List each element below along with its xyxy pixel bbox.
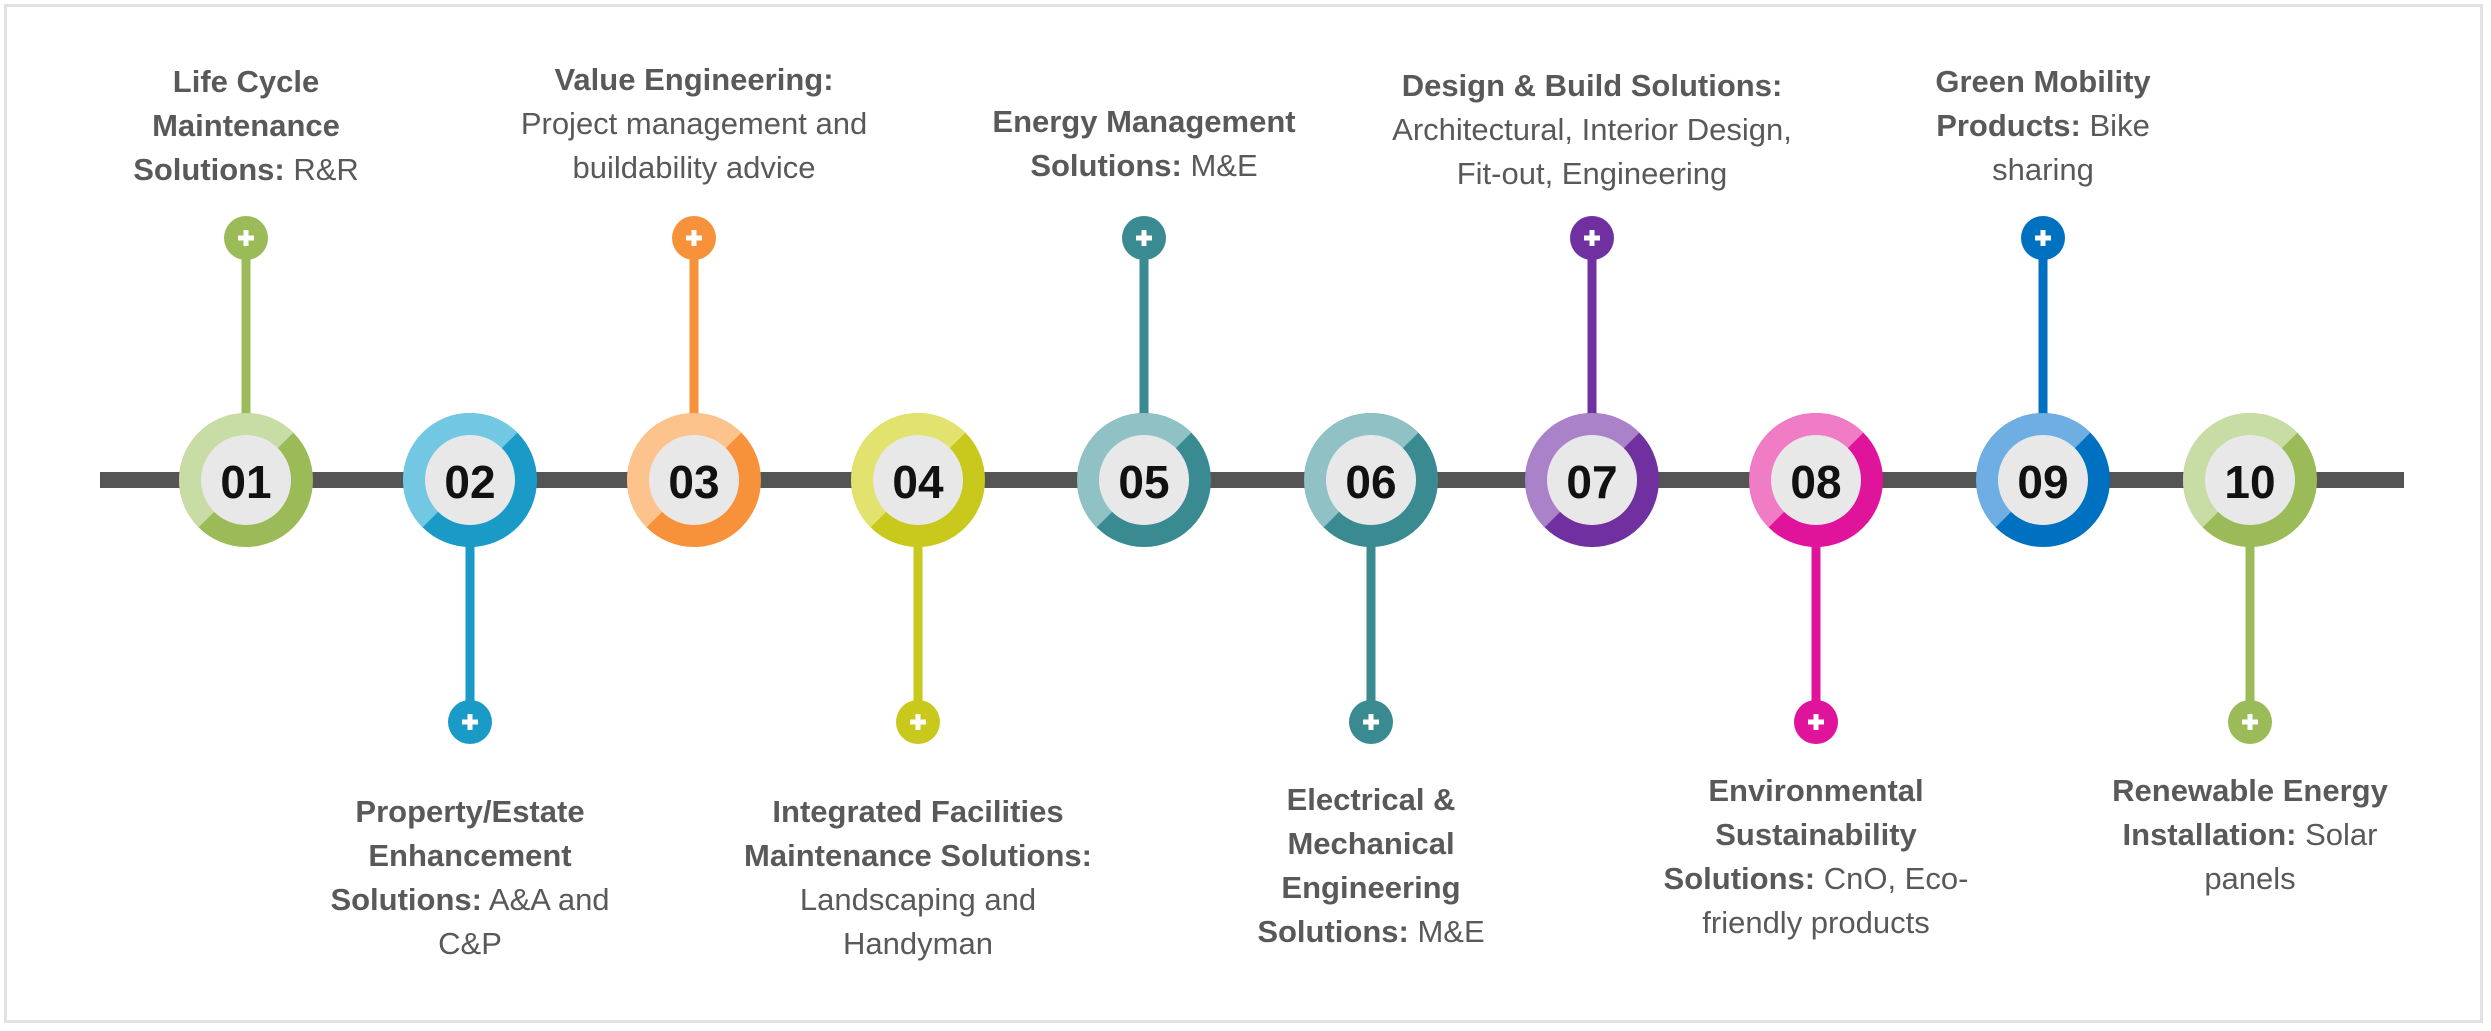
step-text: Solar panels [2204,817,2378,896]
step-title: Value Engineering: [554,62,834,97]
step-title: Design & Build Solutions: [1401,68,1783,103]
step-text: A&A and C&P [438,882,610,961]
plus-icon [238,230,254,246]
step-title: Electrical & Mechanical Engineering Solu… [1257,782,1461,949]
step-text: CnO, Eco-friendly products [1702,861,1969,940]
circle-inner [1326,435,1416,525]
step-title: Environmental Sustainability Solutions: [1663,773,1924,896]
circle-inner [873,435,963,525]
step-text: M&E [1190,148,1258,183]
step-text: R&R [293,152,359,187]
step-number: 01 [220,456,271,508]
step-description: Electrical & Mechanical Engineering Solu… [1246,778,1496,954]
step-description: Value Engineering: Project management an… [514,58,874,190]
circle-inner [201,435,291,525]
plus-icon [1584,230,1600,246]
plus-icon [1808,714,1824,730]
step-number: 02 [444,456,495,508]
step-number: 03 [668,456,719,508]
circle-inner [2205,435,2295,525]
step-description: Life Cycle Maintenance Solutions: R&R [121,60,371,192]
step-title: Life Cycle Maintenance Solutions: [133,64,340,187]
circle-inner [1771,435,1861,525]
step-number: 09 [2017,456,2068,508]
step-title: Integrated Facilities Maintenance Soluti… [744,794,1092,873]
plus-icon [2035,230,2051,246]
step-description: Green Mobility Products: Bike sharing [1918,60,2168,192]
step-number: 10 [2224,456,2275,508]
step-number: 06 [1345,456,1396,508]
step-number: 08 [1790,456,1841,508]
step-text: Architectural, Interior Design, Fit-out,… [1392,112,1792,191]
frame [4,4,2483,1023]
circle-inner [649,435,739,525]
step-text: Bike sharing [1992,108,2150,187]
step-number: 04 [892,456,944,508]
step-description: Energy Management Solutions: M&E [974,100,1314,188]
step-description: Renewable Energy Installation: Solar pan… [2100,769,2400,901]
step-text: Landscaping and Handyman [799,882,1037,961]
circle-inner [1547,435,1637,525]
step-description: Environmental Sustainability Solutions: … [1651,769,1981,945]
step-title: Renewable Energy Installation: [2112,773,2388,852]
plus-icon [462,714,478,730]
circle-inner [1998,435,2088,525]
plus-icon [686,230,702,246]
circle-inner [1099,435,1189,525]
step-text: Project management and buildability advi… [520,106,868,185]
plus-icon [2242,714,2258,730]
step-title: Energy Management Solutions: [992,104,1296,183]
step-description: Property/Estate Enhancement Solutions: A… [310,790,630,966]
step-title: Green Mobility Products: [1935,64,2151,143]
plus-icon [910,714,926,730]
step-title: Property/Estate Enhancement Solutions: [330,794,585,917]
step-number: 07 [1566,456,1617,508]
step-number: 05 [1118,456,1169,508]
step-text: M&E [1417,914,1485,949]
step-description: Design & Build Solutions: Architectural,… [1377,64,1807,196]
plus-icon [1363,714,1379,730]
circle-inner [425,435,515,525]
plus-icon [1136,230,1152,246]
step-description: Integrated Facilities Maintenance Soluti… [728,790,1108,966]
